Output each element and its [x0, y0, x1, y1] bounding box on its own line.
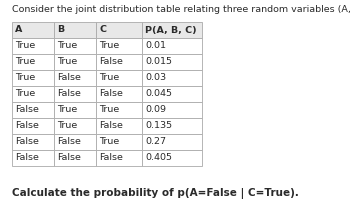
- Text: False: False: [15, 154, 39, 162]
- Bar: [96, 86, 142, 102]
- Bar: [54, 86, 96, 102]
- Bar: [54, 102, 96, 118]
- Text: True: True: [99, 41, 119, 51]
- Bar: [12, 118, 54, 134]
- Bar: [12, 22, 54, 38]
- Bar: [54, 150, 96, 166]
- Bar: [96, 150, 142, 166]
- Text: 0.03: 0.03: [145, 74, 166, 83]
- Text: A: A: [15, 25, 22, 35]
- Text: True: True: [99, 106, 119, 115]
- Bar: [54, 22, 96, 38]
- Bar: [142, 102, 202, 118]
- Bar: [54, 38, 96, 54]
- Bar: [96, 38, 142, 54]
- Text: 0.27: 0.27: [145, 138, 166, 147]
- Text: False: False: [57, 90, 81, 99]
- Text: True: True: [15, 90, 35, 99]
- Bar: [142, 134, 202, 150]
- Text: False: False: [15, 122, 39, 131]
- Text: False: False: [15, 138, 39, 147]
- Text: False: False: [15, 106, 39, 115]
- Bar: [12, 134, 54, 150]
- Bar: [54, 54, 96, 70]
- Text: 0.405: 0.405: [145, 154, 172, 162]
- Text: True: True: [15, 74, 35, 83]
- Text: B: B: [57, 25, 64, 35]
- Bar: [142, 150, 202, 166]
- Bar: [12, 150, 54, 166]
- Text: False: False: [99, 122, 123, 131]
- Text: False: False: [57, 74, 81, 83]
- Bar: [96, 70, 142, 86]
- Text: 0.01: 0.01: [145, 41, 166, 51]
- Text: P(A, B, C): P(A, B, C): [145, 25, 197, 35]
- Bar: [96, 118, 142, 134]
- Text: True: True: [99, 138, 119, 147]
- Text: True: True: [57, 122, 77, 131]
- Text: True: True: [57, 106, 77, 115]
- Text: True: True: [99, 74, 119, 83]
- Bar: [12, 54, 54, 70]
- Bar: [12, 102, 54, 118]
- Bar: [96, 54, 142, 70]
- Bar: [96, 22, 142, 38]
- Text: False: False: [57, 154, 81, 162]
- Bar: [12, 38, 54, 54]
- Bar: [142, 118, 202, 134]
- Text: 0.09: 0.09: [145, 106, 166, 115]
- Text: False: False: [99, 90, 123, 99]
- Text: False: False: [99, 154, 123, 162]
- Bar: [96, 134, 142, 150]
- Bar: [142, 54, 202, 70]
- Text: False: False: [57, 138, 81, 147]
- Text: Calculate the probability of p(A=False | C=True).: Calculate the probability of p(A=False |…: [12, 188, 299, 199]
- Text: C: C: [99, 25, 106, 35]
- Text: False: False: [99, 58, 123, 67]
- Text: True: True: [57, 41, 77, 51]
- Bar: [54, 70, 96, 86]
- Bar: [54, 134, 96, 150]
- Bar: [12, 86, 54, 102]
- Bar: [142, 38, 202, 54]
- Text: Consider the joint distribution table relating three random variables (A, B, and: Consider the joint distribution table re…: [12, 5, 350, 14]
- Bar: [142, 70, 202, 86]
- Text: True: True: [57, 58, 77, 67]
- Bar: [142, 86, 202, 102]
- Text: True: True: [15, 41, 35, 51]
- Bar: [12, 70, 54, 86]
- Text: 0.015: 0.015: [145, 58, 172, 67]
- Bar: [96, 102, 142, 118]
- Bar: [54, 118, 96, 134]
- Text: 0.135: 0.135: [145, 122, 172, 131]
- Text: 0.045: 0.045: [145, 90, 172, 99]
- Bar: [142, 22, 202, 38]
- Text: True: True: [15, 58, 35, 67]
